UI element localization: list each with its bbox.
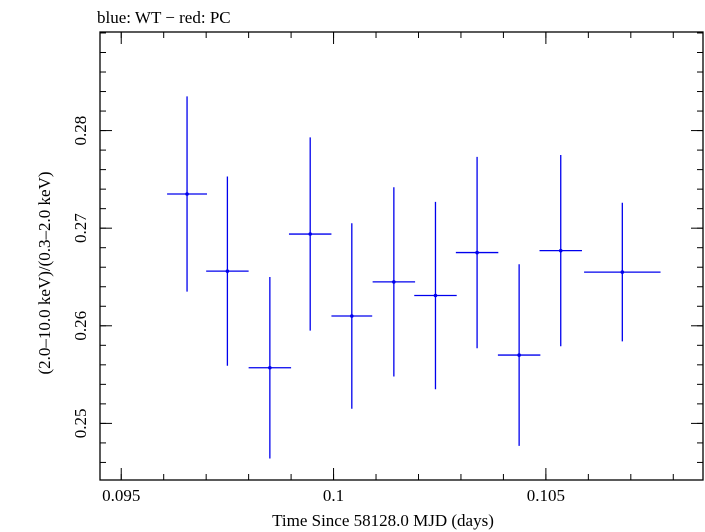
- data-points: [167, 96, 661, 459]
- data-point: [248, 276, 292, 459]
- data-point: [584, 202, 661, 342]
- data-point: [372, 187, 416, 377]
- data-point-marker: [558, 248, 563, 253]
- data-point-marker: [392, 280, 396, 284]
- axis-ticks: [100, 32, 703, 480]
- data-point: [167, 96, 208, 292]
- x-tick-label: 0.095: [102, 486, 140, 505]
- data-point-marker: [185, 192, 189, 196]
- data-point: [455, 156, 499, 349]
- x-axis-label: Time Since 58128.0 MJD (days): [272, 511, 494, 530]
- x-tick-label: 0.105: [527, 486, 565, 505]
- y-tick-label: 0.26: [71, 311, 90, 341]
- data-point: [288, 137, 332, 331]
- data-point: [497, 264, 541, 446]
- x-tick-label: 0.1: [323, 486, 344, 505]
- data-point-marker: [517, 353, 521, 357]
- data-point-marker: [620, 270, 625, 274]
- data-point-marker: [475, 250, 479, 255]
- data-point-marker: [268, 365, 272, 370]
- y-tick-label: 0.28: [71, 116, 90, 146]
- y-tick-label: 0.25: [71, 409, 90, 439]
- axis-tick-labels: 0.095 0.1 0.105 0.25 0.26 0.27 0.28: [71, 116, 565, 505]
- data-point-marker: [308, 232, 313, 236]
- chart-title: blue: WT − red: PC: [97, 8, 231, 27]
- y-tick-label: 0.27: [71, 213, 90, 243]
- data-point-marker: [225, 269, 230, 273]
- data-point: [331, 223, 373, 409]
- data-point: [206, 176, 249, 366]
- data-point-marker: [433, 293, 438, 298]
- data-point: [539, 154, 582, 347]
- plot-frame: [99, 31, 704, 481]
- data-point: [414, 201, 457, 390]
- y-axis-label: (2.0–10.0 keV)/(0.3–2.0 keV): [35, 171, 54, 374]
- data-point-marker: [350, 314, 354, 318]
